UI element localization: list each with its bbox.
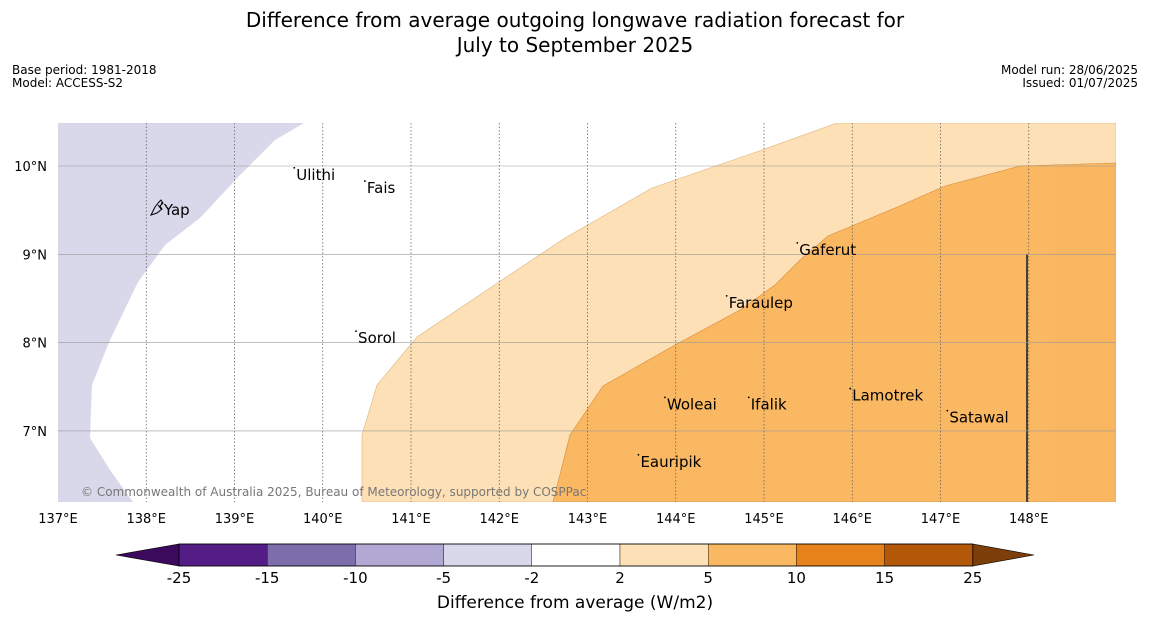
- lon-tick-label: 146°E: [832, 512, 872, 527]
- colorbar-tick-label: -10: [343, 569, 368, 587]
- place-marker: [725, 294, 728, 297]
- place-labels: Yap Ulithi Fais Gaferut Faraulep Sorol Lamotre…: [161, 166, 1009, 471]
- region-positive-shade-east: [1055, 166, 1116, 502]
- colorbar-segment: [619, 543, 709, 567]
- place-marker: [796, 241, 799, 244]
- place-marker: [637, 453, 640, 456]
- map-title-line2: July to September 2025: [456, 33, 694, 57]
- lon-tick-label: 145°E: [744, 512, 784, 527]
- place-marker: [747, 396, 750, 399]
- place-label: Ifalik: [751, 395, 787, 413]
- place-label: Fais: [367, 179, 396, 197]
- lon-tick-label: 138°E: [126, 512, 166, 527]
- place-marker: [363, 180, 366, 182]
- colorbar-tick-label: -5: [436, 569, 451, 587]
- colorbar-segment: [355, 543, 444, 567]
- colorbar-tick-label: -15: [255, 569, 280, 587]
- colorbar-extend-high: [972, 543, 1035, 567]
- map-title: Difference from average outgoing longwav…: [0, 8, 1150, 58]
- colorbar-segment: [796, 543, 885, 567]
- lon-tick-label: 144°E: [656, 512, 696, 527]
- lat-tick-label: 7°N: [23, 425, 48, 440]
- colorbar-tick-label: 2: [615, 569, 625, 587]
- map-title-line1: Difference from average outgoing longwav…: [245, 8, 905, 32]
- lon-tick-label: 142°E: [479, 512, 519, 527]
- place-marker: [293, 166, 296, 169]
- longitude-labels: 137°E 138°E 139°E 140°E 141°E 142°E 143°E 144°E…: [38, 512, 1048, 527]
- meta-left: Base period: 1981-2018 Model: ACCESS-S2: [12, 64, 157, 90]
- lon-tick-label: 147°E: [921, 512, 961, 527]
- lon-tick-label: 148°E: [1009, 512, 1049, 527]
- colorbar-segment: [443, 543, 533, 567]
- issued-date: Issued: 01/07/2025: [1022, 76, 1138, 90]
- meta-right: Model run: 28/06/2025 Issued: 01/07/2025: [1001, 64, 1138, 90]
- colorbar-segment: [708, 543, 797, 567]
- lon-tick-label: 139°E: [215, 512, 255, 527]
- lon-tick-label: 143°E: [568, 512, 608, 527]
- lat-tick-label: 9°N: [23, 248, 48, 263]
- copyright-credit: © Commonwealth of Australia 2025, Bureau…: [81, 485, 586, 499]
- place-label: Faraulep: [729, 294, 793, 312]
- lon-tick-label: 137°E: [38, 512, 78, 527]
- base-period: Base period: 1981-2018: [12, 63, 157, 77]
- gridlines: [58, 123, 1116, 502]
- lon-tick-label: 141°E: [391, 512, 431, 527]
- place-marker: [849, 387, 852, 390]
- latitude-labels: 7°N 8°N 9°N 10°N: [14, 160, 47, 440]
- colorbar-tick-label: 25: [963, 569, 982, 587]
- region-negative-2-to-5: [58, 123, 304, 502]
- colorbar-segment: [178, 543, 268, 567]
- model-name: Model: ACCESS-S2: [12, 76, 124, 90]
- place-label: Sorol: [358, 329, 396, 347]
- colorbar-tick-label: 5: [703, 569, 713, 587]
- colorbar: -25 -15 -10 -5 -2 2 5 10 15 25: [115, 543, 1035, 587]
- colorbar-tick-label: 15: [875, 569, 894, 587]
- colorbar-segment: [884, 543, 973, 567]
- place-label: Ulithi: [296, 166, 335, 184]
- place-label: Gaferut: [799, 241, 856, 259]
- yap-island-outline: [150, 199, 164, 216]
- map-plot-area: 137°E 138°E 139°E 140°E 141°E 142°E 143°E 144°E…: [14, 123, 1116, 527]
- lat-tick-label: 10°N: [14, 160, 47, 175]
- place-label: Yap: [163, 201, 190, 219]
- place-marker: [664, 396, 666, 399]
- colorbar-outline: [178, 543, 974, 567]
- colorbar-extend-low: [115, 543, 180, 567]
- anomaly-regions: [58, 123, 1116, 502]
- colorbar-segment: [531, 543, 621, 567]
- lon-tick-label: 140°E: [303, 512, 343, 527]
- region-positive-5-to-10: [552, 162, 1116, 502]
- place-marker: [946, 409, 949, 412]
- colorbar-tick-label: -2: [524, 569, 539, 587]
- place-label: Woleai: [667, 395, 717, 413]
- place-label: Eauripik: [640, 453, 701, 471]
- place-marker: [161, 202, 163, 205]
- colorbar-tick-label: -25: [167, 569, 192, 587]
- colorbar-segment: [267, 543, 356, 567]
- model-run: Model run: 28/06/2025: [1000, 63, 1138, 77]
- place-label: Satawal: [949, 409, 1008, 427]
- lat-tick-label: 8°N: [23, 337, 48, 352]
- colorbar-tick-label: 10: [787, 569, 806, 587]
- place-label: Lamotrek: [852, 387, 923, 405]
- place-marker: [355, 330, 357, 333]
- colorbar-label: Difference from average (W/m2): [436, 593, 714, 613]
